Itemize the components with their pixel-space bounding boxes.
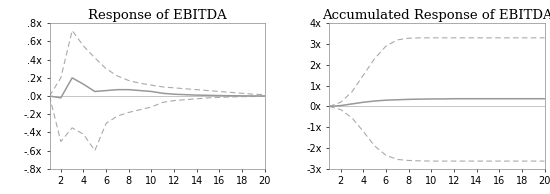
Title: Accumulated Response of EBITDA: Accumulated Response of EBITDA bbox=[322, 9, 550, 22]
Title: Response of EBITDA: Response of EBITDA bbox=[88, 9, 227, 22]
